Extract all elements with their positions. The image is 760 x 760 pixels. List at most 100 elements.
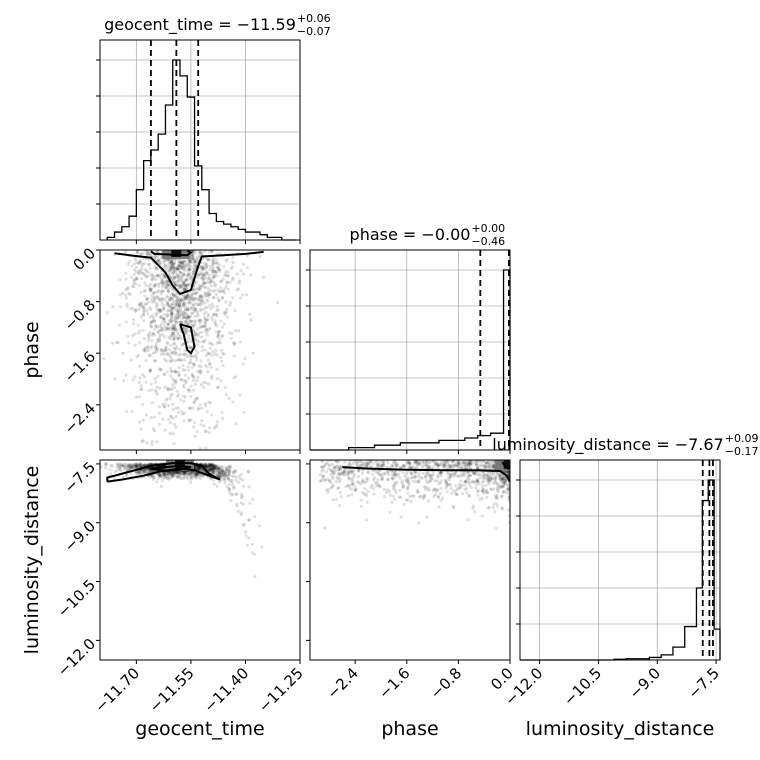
sample-point (132, 268, 136, 272)
sample-point (438, 471, 442, 475)
sample-point (193, 338, 197, 342)
sample-point (417, 461, 421, 465)
sample-point (208, 362, 212, 366)
sample-point (192, 291, 196, 296)
sample-point (215, 466, 219, 470)
sample-point (444, 481, 448, 485)
sample-point (138, 463, 142, 467)
sample-point (394, 461, 398, 465)
sample-point (169, 369, 173, 373)
sample-point (167, 298, 172, 302)
sample-point (189, 294, 193, 298)
sample-point (323, 463, 327, 467)
sample-point (156, 374, 160, 378)
sample-point (210, 463, 214, 467)
sample-point (174, 317, 178, 321)
sample-point (194, 309, 198, 313)
sample-point (461, 474, 465, 478)
sample-point (376, 470, 380, 475)
sample-point (352, 472, 356, 476)
sample-point (425, 515, 429, 519)
sample-point (216, 334, 220, 338)
sample-point (116, 462, 120, 466)
sample-point (224, 300, 228, 304)
sample-point (320, 460, 324, 463)
sample-point (163, 385, 167, 389)
sample-point (172, 323, 176, 327)
sample-point (144, 380, 148, 384)
sample-point (406, 460, 410, 464)
sample-point (205, 263, 209, 267)
sample-point (176, 279, 180, 283)
sample-point (232, 485, 236, 489)
sample-point (203, 273, 207, 277)
density-peak-core (171, 250, 182, 257)
sample-point (202, 281, 206, 285)
sample-point (463, 462, 467, 466)
sample-point (199, 318, 203, 322)
sample-point (196, 303, 200, 307)
sample-point (187, 472, 191, 477)
sample-point (186, 301, 190, 305)
sample-point (142, 305, 146, 309)
sample-point (149, 287, 153, 291)
sample-point (155, 347, 159, 351)
sample-point (171, 472, 175, 476)
sample-point (350, 470, 354, 474)
sample-point (168, 296, 172, 300)
sample-point (320, 465, 324, 469)
sample-point (138, 462, 142, 467)
sample-point (183, 260, 187, 264)
sample-point (219, 471, 223, 475)
x-tick-label: −11.25 (255, 664, 307, 716)
sample-point (329, 481, 333, 485)
sample-point (426, 472, 430, 476)
sample-point (168, 432, 172, 436)
sample-point (251, 351, 255, 355)
sample-point (323, 478, 327, 482)
sample-point (358, 482, 362, 486)
sample-point (163, 275, 167, 279)
sample-point (216, 474, 220, 478)
sample-point (397, 495, 401, 499)
sample-point (331, 483, 336, 487)
sample-point (365, 464, 369, 468)
sample-point (185, 283, 189, 287)
sample-point (176, 309, 180, 313)
sample-point (193, 472, 198, 476)
sample-point (464, 464, 468, 468)
sample-point (175, 303, 179, 307)
sample-point (229, 465, 233, 469)
sample-point (223, 477, 227, 481)
sample-point (215, 420, 219, 424)
sample-point (157, 422, 161, 426)
sample-point (151, 474, 155, 478)
sample-point (226, 287, 230, 291)
sample-point (426, 488, 430, 492)
sample-point (140, 277, 144, 281)
sample-point (134, 465, 138, 469)
sample-point (206, 271, 210, 275)
sample-point (181, 342, 185, 346)
sample-point (209, 466, 214, 470)
sample-point (177, 302, 181, 306)
sample-point (174, 351, 178, 355)
sample-point (208, 469, 212, 473)
sample-point (187, 406, 191, 410)
x-tick-label: −11.40 (200, 664, 252, 716)
sample-point (200, 273, 205, 277)
sample-point (180, 280, 184, 284)
sample-point (208, 463, 212, 468)
sample-point (118, 305, 122, 309)
sample-point (207, 382, 211, 386)
sample-point (218, 263, 222, 267)
sample-point (493, 477, 497, 482)
sample-point (347, 463, 351, 467)
sample-point (115, 462, 119, 466)
sample-point (213, 465, 217, 469)
sample-point (199, 335, 204, 339)
sample-point (123, 466, 127, 470)
sample-point (177, 299, 181, 304)
sample-point (211, 260, 215, 264)
sample-point (168, 267, 172, 271)
